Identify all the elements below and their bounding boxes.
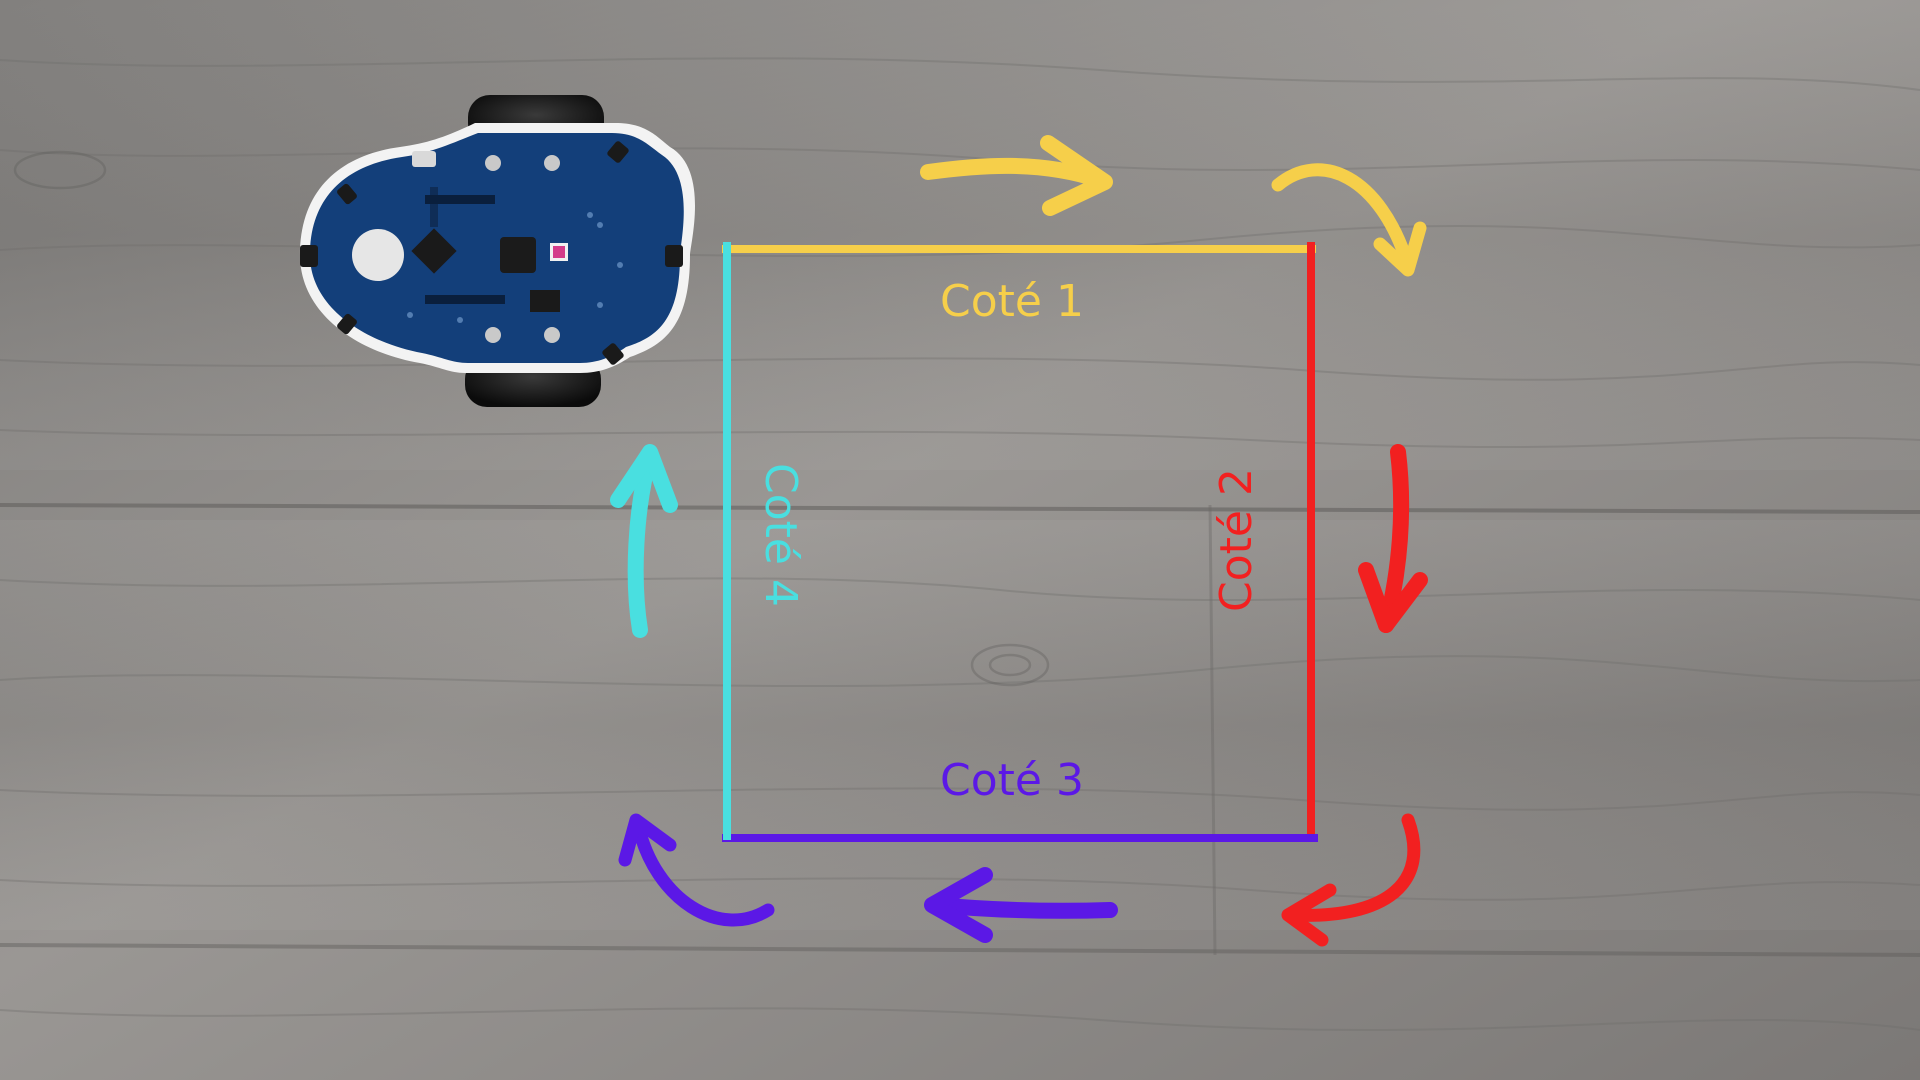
robot-board-icon: [300, 95, 695, 407]
arrow-left-icon: [924, 867, 1118, 943]
arrow-right-icon: [920, 135, 1113, 216]
square-path: [722, 242, 1318, 842]
arrow-turn-down-icon: [1281, 813, 1421, 947]
plank-seam: [0, 943, 1920, 957]
robot-sensor: [352, 229, 404, 281]
side-2-label: Coté 2: [1211, 468, 1262, 612]
arrow-down-icon: [1358, 444, 1428, 633]
plank-seam: [1208, 504, 1217, 956]
side-3-label: Coté 3: [940, 755, 1084, 806]
plank-seam: [0, 503, 1920, 514]
side-1-label: Coté 1: [940, 276, 1084, 327]
arrow-turn-left-icon: [618, 813, 775, 927]
arrow-up-icon: [610, 444, 678, 638]
side-4-label: Coté 4: [755, 463, 806, 607]
arrow-turn-right-icon: [1271, 163, 1427, 277]
wood-knot: [13, 150, 1050, 687]
